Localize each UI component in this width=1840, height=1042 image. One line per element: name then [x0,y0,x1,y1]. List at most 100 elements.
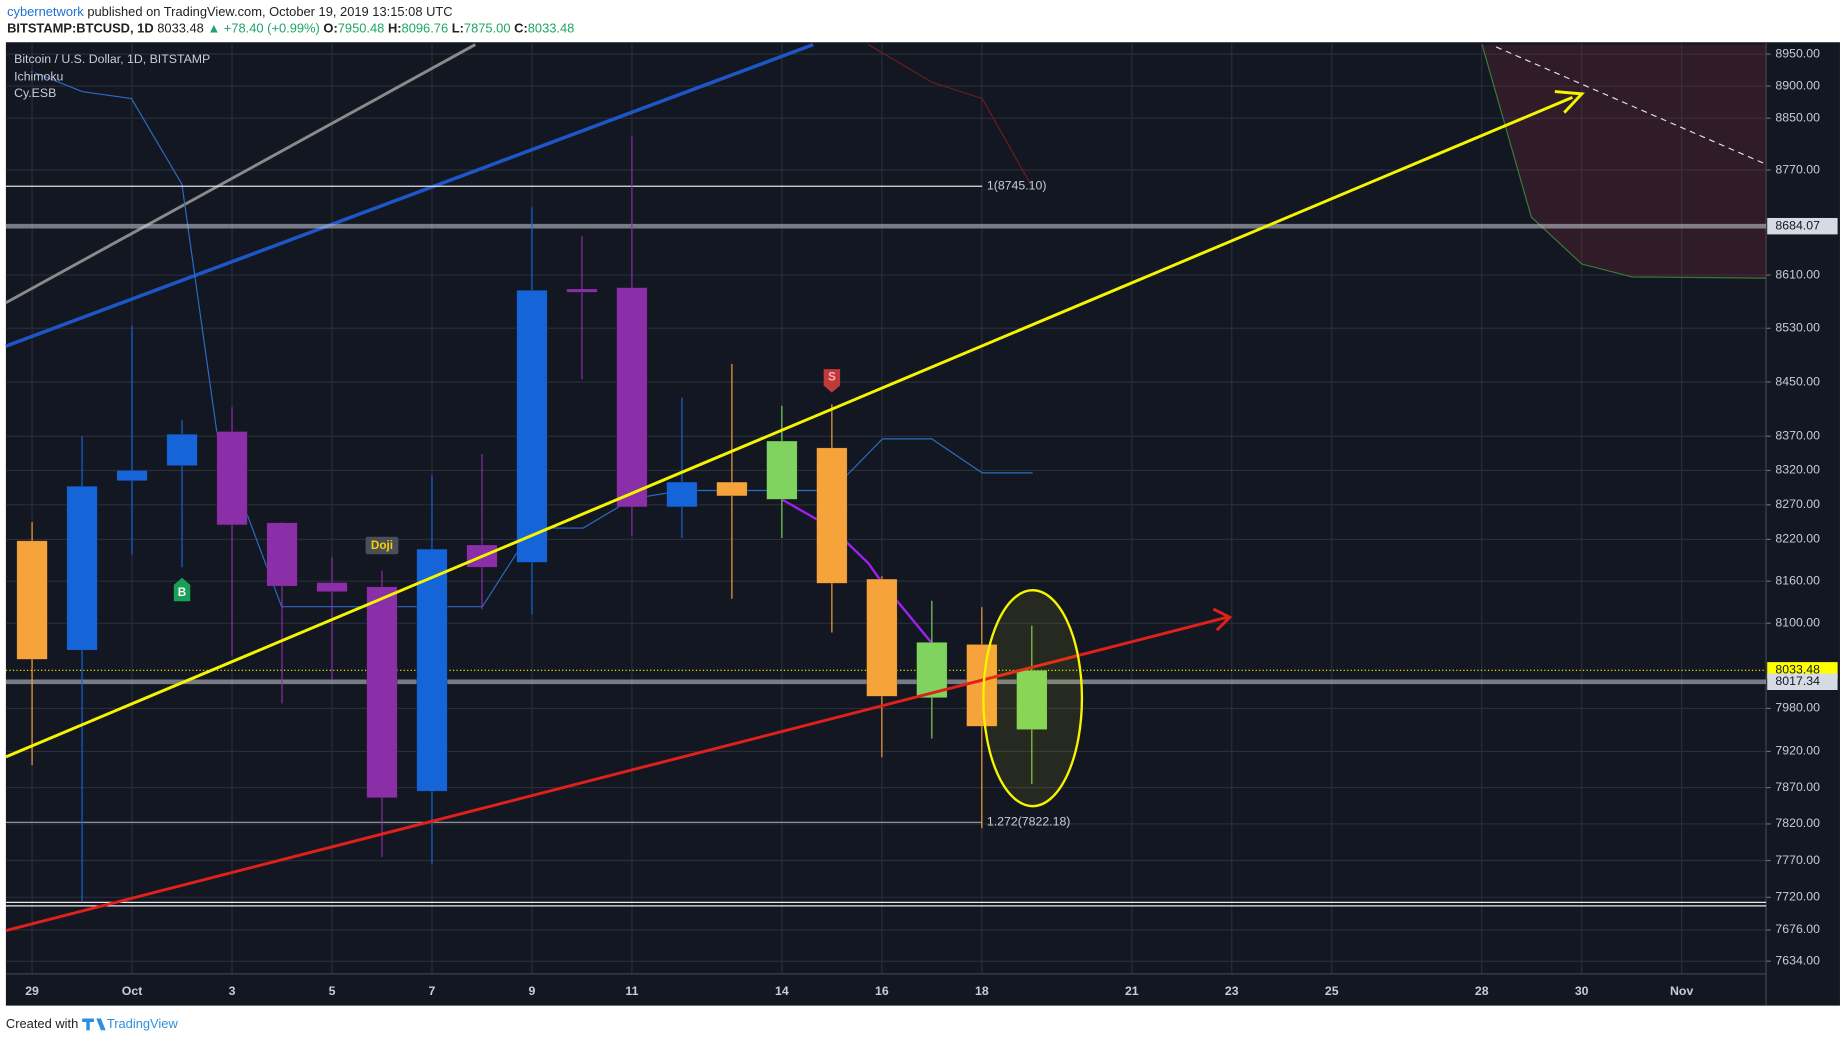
ohlc-value: 7875.00 [464,21,511,36]
fib-label: 1.272(7822.18) [987,815,1071,829]
publish-line: cybernetwork published on TradingView.co… [7,4,453,19]
price-tag-label: 8033.48 [1775,663,1820,677]
ichimoku-line [868,44,1034,189]
chart-background [5,42,1840,1006]
brand-link[interactable]: TradingView [107,1016,179,1031]
y-tick-label: 7634.00 [1775,953,1820,967]
x-tick-label: 29 [25,984,39,998]
ohlc-value: 7950.48 [338,21,385,36]
x-tick-label: 25 [1325,984,1339,998]
price-tag-label: 8017.34 [1775,674,1820,688]
y-tick-label: 8270.00 [1775,497,1820,511]
candle-body [716,481,748,497]
candle-body [66,485,98,651]
y-tick-label: 7980.00 [1775,701,1820,715]
x-tick-label: 7 [429,984,436,998]
x-tick-label: 11 [625,984,638,998]
symbol: BITSTAMP:BTCUSD, 1D [7,21,154,36]
signal-badge [173,577,191,602]
x-tick-label: Oct [122,984,143,998]
y-tick-label: 7676.00 [1775,922,1820,936]
drawings [5,42,1767,907]
candle-body [966,644,998,727]
ohlc-value: 8096.76 [402,21,449,36]
x-tick-label: 3 [229,984,236,998]
trend-line [5,43,476,305]
y-tick-label: 8450.00 [1775,374,1820,388]
candle-body [816,447,848,584]
y-tick-label: 8900.00 [1775,78,1820,92]
x-tick-label: 5 [329,984,336,998]
signal-badge [365,536,399,555]
author[interactable]: cybernetwork [7,4,84,19]
y-tick-label: 7920.00 [1775,744,1820,758]
ohlc-key: L: [452,21,464,36]
x-tick-label: 14 [775,984,789,998]
price-tag [1767,217,1838,235]
candle-body [866,578,898,697]
candle-body [666,481,698,508]
x-tick-label: 9 [529,984,536,998]
x-tick-label: 16 [875,984,889,998]
trend-line [5,42,814,348]
x-tick-label: 30 [1575,984,1589,998]
candle-body [16,540,48,660]
y-tick-label: 8100.00 [1775,616,1820,630]
y-tick-label: 8950.00 [1775,46,1820,60]
x-tick-label: Nov [1670,984,1693,998]
candles: B Doji S [16,136,1048,902]
candle-body [416,548,448,792]
ichimoku-line [35,72,1033,608]
published: published on TradingView.com, October 19… [87,4,452,19]
candle-body [366,586,398,799]
indicator-label: Ichimoku [14,70,63,84]
candle-body [316,582,348,592]
y-tick-label: 8370.00 [1775,429,1820,443]
projection-line [1495,46,1767,165]
candle-body [116,470,148,482]
y-tick-label: 7770.00 [1775,853,1820,867]
symbol-line: BITSTAMP:BTCUSD, 1D 8033.48 ▲ +78.40 (+0… [7,21,574,36]
x-tick-label: 23 [1225,984,1239,998]
y-tick-label: 8610.00 [1775,267,1820,281]
ohlc-key: H: [388,21,402,36]
arrow-head [1554,90,1585,114]
fib-label: 1(8745.10) [987,178,1047,192]
candle-body [516,289,548,563]
indicator-label: Cy.ESB [14,86,56,100]
cloud-edge [1481,44,1767,279]
x-tick-label: 21 [1125,984,1139,998]
candle-body [916,642,948,698]
indicator-line [782,498,933,644]
candle-body [166,433,198,466]
signal-label: Doji [371,539,393,552]
signal-label: S [828,370,836,383]
price-tag [1767,673,1838,691]
candle-body [216,431,248,526]
highlight-ellipse [982,589,1084,808]
arrow-head [1212,607,1233,632]
y-tick-label: 8530.00 [1775,321,1820,335]
candle-body [266,522,298,587]
change: ▲ +78.40 (+0.99%) [207,21,319,36]
trend-arrow [5,96,1573,759]
price-tag-label: 8684.07 [1775,218,1820,232]
y-tick-label: 7870.00 [1775,780,1820,794]
signal-label: B [178,586,186,599]
overlay-drawings [5,90,1585,932]
y-tick-label: 7720.00 [1775,890,1820,904]
ohlc-key: C: [514,21,528,36]
candle-body [766,440,798,500]
footer-text: Created with [6,1016,78,1031]
signal-badge [823,369,841,393]
brand-logo [82,1018,106,1031]
candle-body [616,287,648,508]
x-tick-label: 28 [1475,984,1489,998]
y-tick-label: 8850.00 [1775,110,1820,124]
ohlc-value: 8033.48 [528,21,575,36]
y-tick-label: 7820.00 [1775,816,1820,830]
x-tick-label: 18 [975,984,989,998]
